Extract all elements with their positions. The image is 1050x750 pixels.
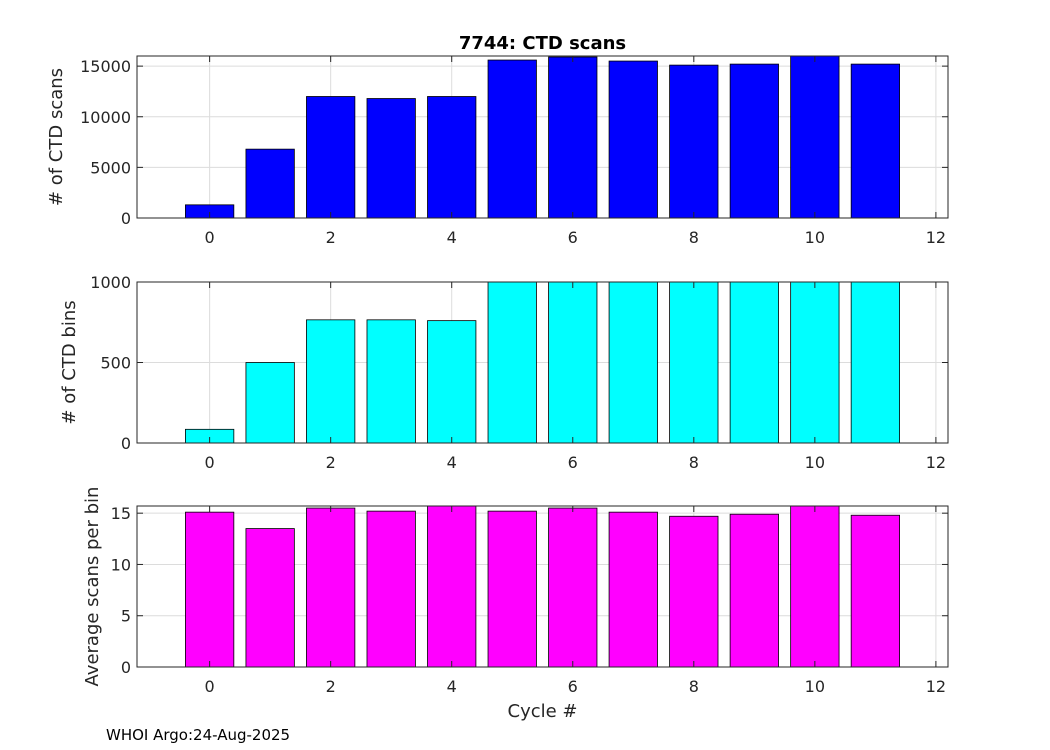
bar <box>850 281 900 444</box>
chart-title: 7744: CTD scans <box>459 33 626 54</box>
bar <box>366 319 416 444</box>
bar <box>790 55 840 219</box>
bar <box>487 281 537 444</box>
bar <box>245 148 295 219</box>
bar <box>548 507 598 668</box>
y-tick-label: 0 <box>121 209 131 228</box>
footer-credit: WHOI Argo:24-Aug-2025 <box>106 726 290 744</box>
bar <box>790 281 840 444</box>
panel-1: 0 2 4 6 8 10 12 0 5000 10000 15000 # of CTD scans 77… <box>46 33 949 247</box>
bar <box>306 319 356 444</box>
y-tick-label: 15 <box>111 504 131 523</box>
x-tick-label: 0 <box>205 677 215 696</box>
y-tick-label: 500 <box>100 354 131 373</box>
y-tick-label: 10 <box>111 555 131 574</box>
bar <box>427 505 477 668</box>
bar <box>366 510 416 668</box>
x-tick-label: 4 <box>447 228 457 247</box>
x-tick-label: 12 <box>926 677 946 696</box>
y-tick-label: 0 <box>121 658 131 677</box>
x-tick-label: 10 <box>805 453 825 472</box>
bar <box>487 59 537 219</box>
bar <box>306 507 356 668</box>
x-tick-label: 4 <box>447 677 457 696</box>
bar <box>427 96 477 219</box>
x-tick-label: 8 <box>689 453 699 472</box>
x-tick-label: 2 <box>326 677 336 696</box>
x-tick-label: 6 <box>568 228 578 247</box>
x-tick-label: 6 <box>568 453 578 472</box>
x-tick-label: 8 <box>689 677 699 696</box>
x-tick-label: 0 <box>205 453 215 472</box>
bar <box>548 56 598 219</box>
panel-2: 0 2 4 6 8 10 12 0 500 1000 # of CTD bins <box>59 273 949 472</box>
x-tick-label: 12 <box>926 228 946 247</box>
bar <box>850 514 900 668</box>
x-tick-label: 10 <box>805 677 825 696</box>
bar <box>366 98 416 219</box>
y-tick-label: 1000 <box>90 273 131 292</box>
bar <box>669 64 719 219</box>
bar <box>729 63 779 219</box>
axes-frame <box>136 505 949 668</box>
x-tick-label: 12 <box>926 453 946 472</box>
y-tick-label: 15000 <box>80 57 131 76</box>
bar <box>790 505 840 668</box>
bar <box>729 281 779 444</box>
bar <box>245 528 295 668</box>
bar <box>850 63 900 219</box>
x-axis-label: Cycle # <box>508 701 578 722</box>
bar <box>608 511 658 668</box>
y-axis-label: Average scans per bin <box>82 487 103 687</box>
bar <box>427 320 477 444</box>
x-tick-label: 10 <box>805 228 825 247</box>
x-tick-label: 4 <box>447 453 457 472</box>
bar <box>608 281 658 444</box>
x-tick-label: 2 <box>326 453 336 472</box>
y-tick-label: 5 <box>121 607 131 626</box>
y-axis-label: # of CTD scans <box>46 68 67 206</box>
x-tick-label: 8 <box>689 228 699 247</box>
bar <box>487 510 537 668</box>
bar <box>245 362 295 444</box>
y-tick-label: 10000 <box>80 108 131 127</box>
y-tick-label: 5000 <box>90 158 131 177</box>
y-axis-label: # of CTD bins <box>59 300 80 424</box>
bar <box>669 281 719 444</box>
bar <box>669 515 719 668</box>
bar <box>306 96 356 219</box>
x-tick-label: 0 <box>205 228 215 247</box>
axes-frame <box>136 55 949 219</box>
bar <box>185 511 235 668</box>
bar <box>729 513 779 668</box>
bar <box>548 281 598 444</box>
bar <box>608 60 658 219</box>
x-tick-label: 2 <box>326 228 336 247</box>
panel-3: 0 2 4 6 8 10 12 0 5 10 15 Average scans per bin Cycl… <box>82 487 949 722</box>
x-tick-label: 6 <box>568 677 578 696</box>
y-tick-label: 0 <box>121 434 131 453</box>
